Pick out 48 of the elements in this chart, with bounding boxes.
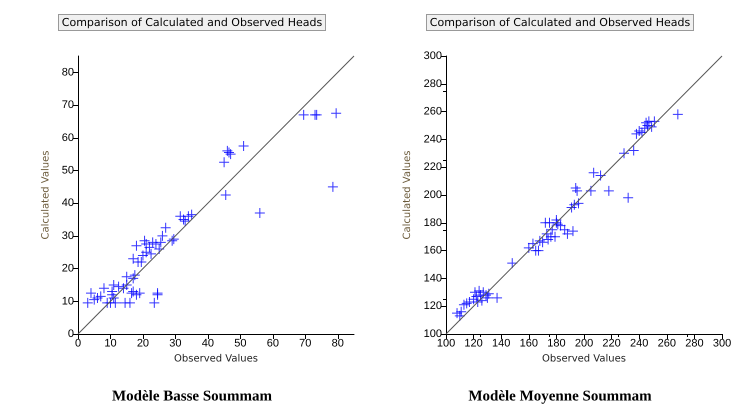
y-tick-label: 220 (424, 161, 442, 174)
x-tick-label: 20 (136, 338, 150, 350)
y-tick-label: 20 (62, 262, 74, 275)
x-tick-label: 280 (685, 338, 704, 350)
y-tick-label: 60 (62, 132, 74, 144)
x-axis-title: Observed Values (542, 353, 626, 364)
x-tick-label: 260 (658, 338, 676, 350)
x-tick-label: 70 (299, 338, 312, 350)
text: Modèle Moyenne Soummam (468, 388, 652, 404)
y-tick-label: 70 (62, 99, 74, 112)
x-tick-label: 10 (104, 338, 117, 350)
x-tick-label: 140 (492, 338, 510, 350)
x-tick-label: 40 (202, 338, 214, 350)
y-tick-label: 240 (424, 133, 442, 146)
y-tick-label: 100 (424, 328, 442, 340)
y-tick-label: 160 (424, 244, 442, 257)
x-tick-label: 160 (520, 338, 538, 350)
x-tick-label: 0 (74, 338, 82, 350)
y-tick-label: 260 (424, 106, 442, 118)
x-tick-label: 300 (712, 338, 732, 350)
y-tick-label: 30 (62, 230, 74, 242)
y-tick-label: 50 (62, 164, 74, 176)
y-tick-label: 280 (424, 78, 442, 90)
y-axis-title: Calculated Values (402, 150, 414, 240)
y-tick-label: 120 (424, 300, 442, 312)
x-tick-label: 80 (332, 338, 344, 350)
text: Modèle Basse Soummam (112, 388, 272, 404)
x-tick-label: 220 (602, 338, 621, 350)
y-tick-label: 140 (424, 272, 442, 284)
chart-title: Comparison of Calculated and Observed Heads (430, 16, 690, 29)
y-tick-label: 80 (62, 66, 74, 78)
y-axis-title: Calculated Values (40, 150, 52, 240)
x-tick-label: 180 (547, 338, 566, 350)
y-tick-label: 40 (62, 197, 74, 210)
x-tick-label: 200 (574, 338, 594, 350)
y-tick-label: 300 (424, 50, 442, 62)
y-tick-label: 10 (62, 295, 74, 308)
x-tick-label: 240 (630, 338, 648, 350)
x-tick-label: 30 (169, 338, 182, 350)
x-axis-title: Observed Values (174, 353, 258, 364)
x-tick-label: 50 (234, 338, 246, 350)
x-tick-label: 120 (464, 338, 483, 350)
y-tick-label: 200 (424, 189, 442, 201)
chart-title: Comparison of Calculated and Observed Heads (62, 16, 322, 29)
y-tick-label: 0 (68, 328, 74, 340)
x-tick-label: 100 (436, 338, 456, 350)
x-tick-label: 60 (266, 338, 279, 350)
y-tick-label: 180 (424, 216, 442, 229)
